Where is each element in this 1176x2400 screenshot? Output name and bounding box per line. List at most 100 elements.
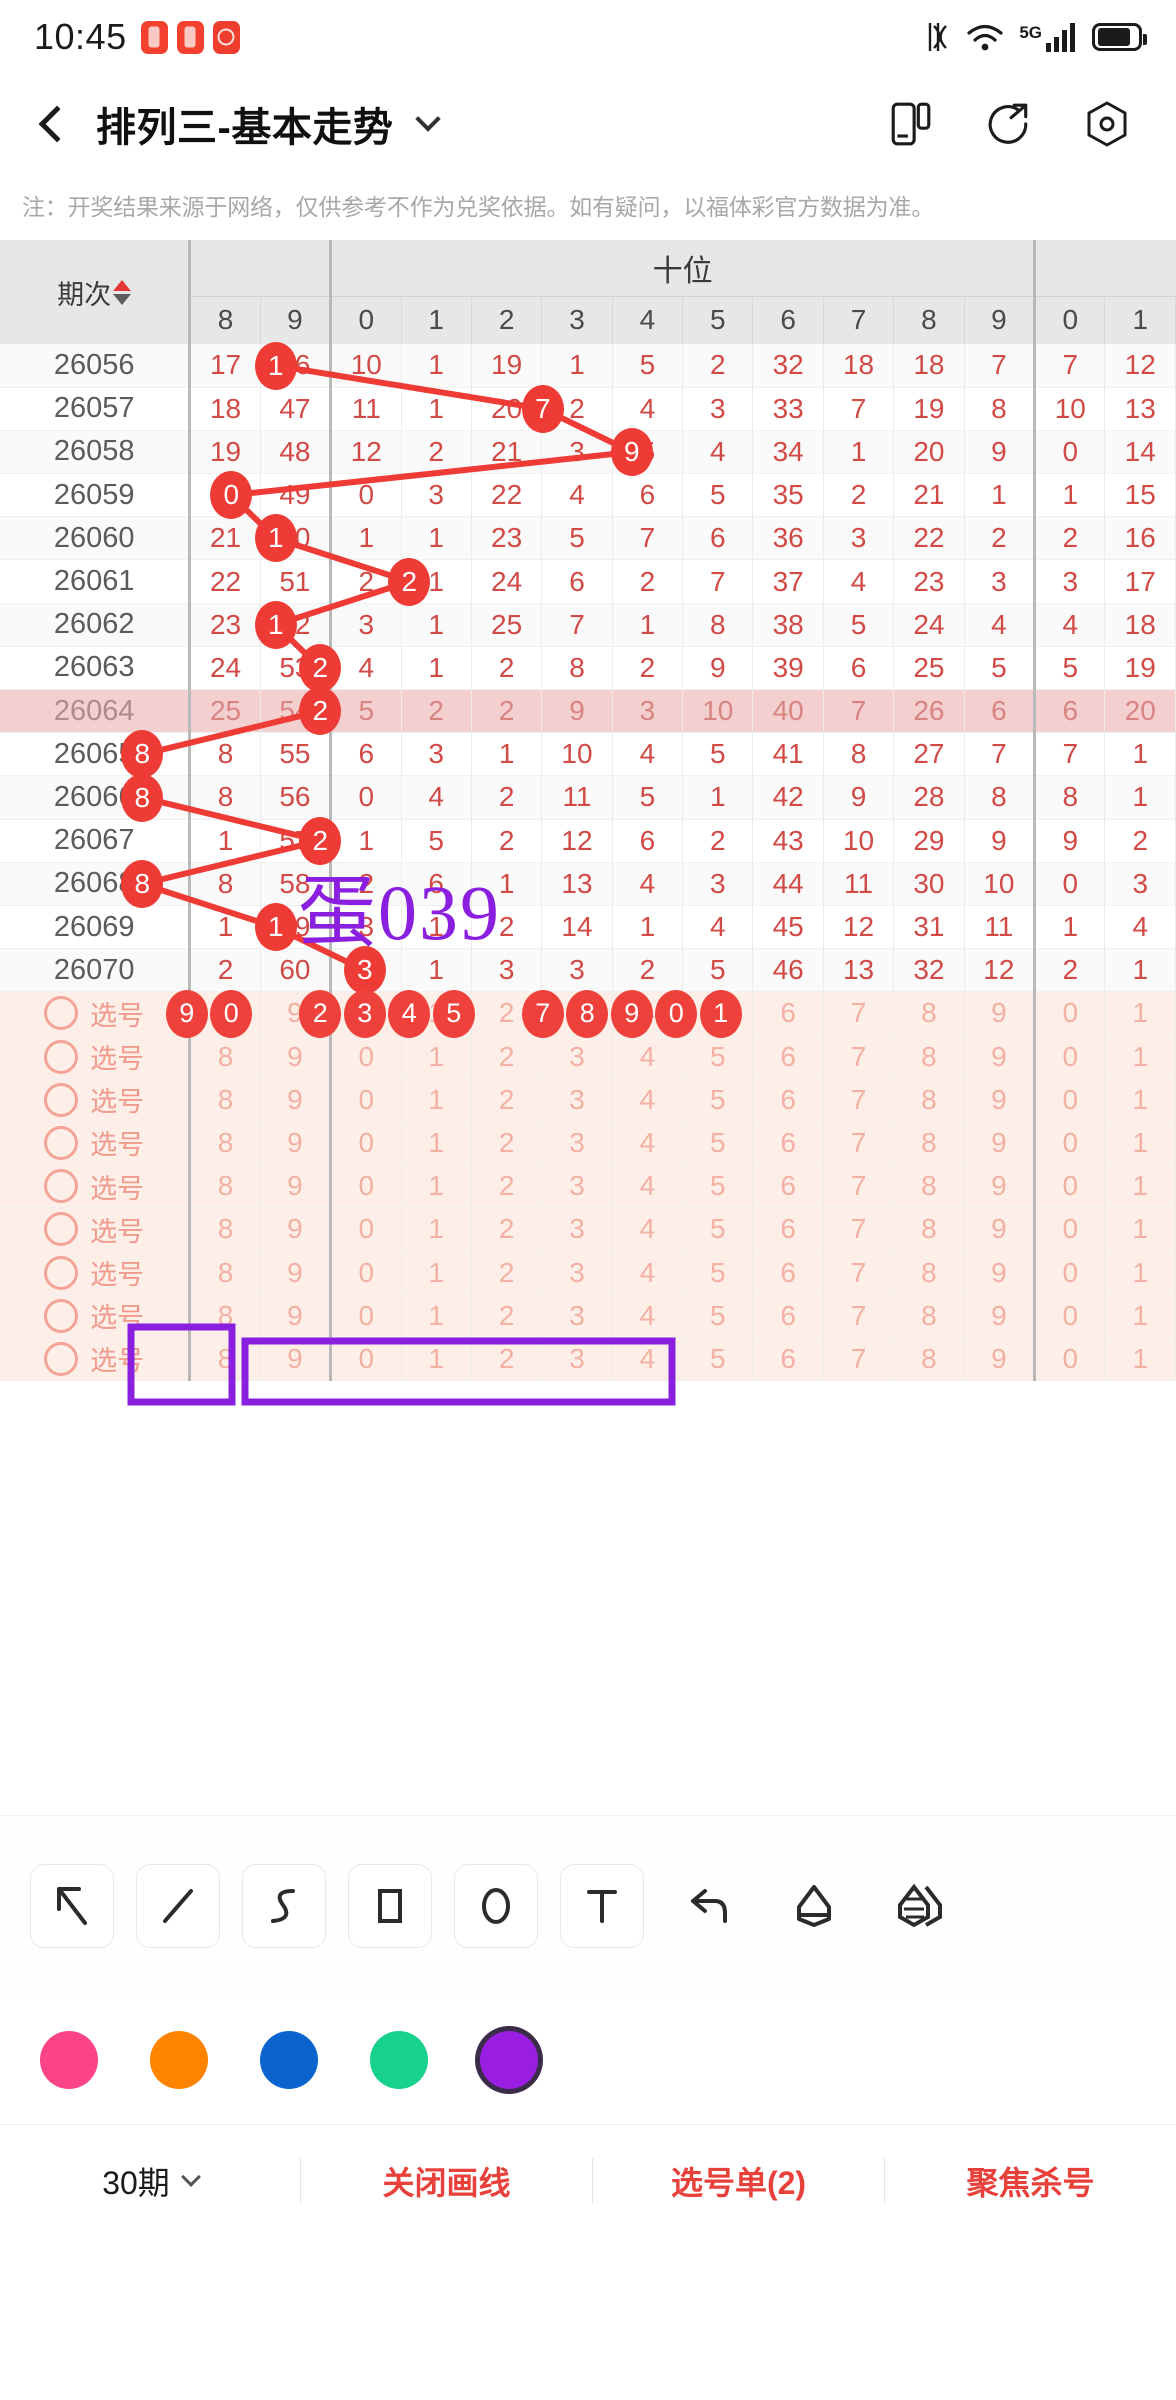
cell[interactable]: 51 [260, 559, 332, 604]
color-swatch-1[interactable] [150, 2030, 208, 2089]
cell[interactable]: 1 [823, 430, 895, 475]
selection-list-button[interactable]: 选号单(2) [592, 2158, 884, 2204]
pick-row-label[interactable]: 选号 [0, 1337, 192, 1382]
pick-cell[interactable]: 2 [471, 1121, 543, 1166]
cell[interactable]: 7 [1034, 344, 1106, 388]
pick-cell[interactable]: 0 [1034, 1250, 1106, 1295]
cell[interactable]: 23 [893, 559, 965, 604]
cell[interactable]: 8 [823, 732, 895, 777]
cell[interactable]: 1 [471, 732, 543, 777]
cell[interactable]: 5 [541, 516, 613, 561]
color-swatch-4[interactable] [480, 2030, 538, 2089]
selected-number-ball[interactable]: 9 [165, 989, 208, 1038]
cell[interactable]: 2 [471, 775, 543, 820]
pick-cell[interactable]: 5 [682, 1121, 754, 1166]
pick-cell[interactable]: 8 [188, 1164, 261, 1209]
cell[interactable]: 35 [752, 473, 824, 518]
cell[interactable]: 10 [541, 732, 613, 777]
cell[interactable]: 0 [329, 775, 402, 820]
cell[interactable]: 5 [682, 732, 754, 777]
cell[interactable]: 5 [964, 646, 1037, 691]
cell[interactable]: 5 [1034, 646, 1106, 691]
cell[interactable]: 3 [964, 559, 1037, 604]
column-header-1[interactable]: 9 [260, 296, 332, 344]
pick-cell[interactable]: 7 [823, 1207, 895, 1252]
cell[interactable]: 1 [682, 775, 754, 820]
pick-cell[interactable]: 1 [1104, 1035, 1176, 1079]
radio-circle-icon[interactable] [44, 1039, 79, 1074]
cell[interactable]: 4 [1104, 905, 1176, 950]
pick-cell[interactable]: 9 [260, 1121, 332, 1166]
pick-cell[interactable]: 8 [893, 1121, 965, 1166]
cell[interactable]: 24 [188, 646, 261, 691]
cell[interactable]: 25 [893, 646, 965, 691]
cell[interactable]: 9 [541, 689, 613, 734]
cell[interactable]: 3 [823, 516, 895, 561]
cell[interactable]: 8 [188, 775, 261, 820]
pick-row-label[interactable]: 选号 [0, 991, 192, 1036]
column-header-11[interactable]: 9 [964, 296, 1037, 344]
pick-cell[interactable]: 1 [1104, 1164, 1176, 1209]
cell[interactable]: 29 [893, 819, 965, 863]
selected-number-ball[interactable]: 5 [432, 989, 475, 1038]
pick-cell[interactable]: 6 [752, 1121, 824, 1166]
cell[interactable]: 1 [401, 387, 472, 431]
cell[interactable]: 7 [1034, 732, 1106, 777]
cell[interactable]: 18 [188, 387, 261, 431]
cell[interactable]: 2 [612, 559, 684, 604]
eraser-icon[interactable] [772, 1864, 856, 1948]
pick-cell[interactable]: 6 [752, 1078, 824, 1122]
pick-cell[interactable]: 2 [471, 1294, 543, 1338]
cell[interactable]: 24 [471, 559, 543, 604]
cell[interactable]: 3 [1034, 559, 1106, 604]
cell[interactable]: 2 [823, 473, 895, 518]
cell[interactable]: 13 [1104, 387, 1176, 431]
pick-cell[interactable]: 9 [260, 1207, 332, 1252]
cell[interactable]: 24 [893, 603, 965, 647]
cell[interactable]: 22 [188, 559, 261, 604]
pick-cell[interactable]: 8 [893, 1207, 965, 1252]
cell[interactable]: 14 [541, 905, 613, 950]
cell[interactable]: 11 [541, 775, 613, 820]
cell[interactable]: 22 [471, 473, 543, 518]
radio-circle-icon[interactable] [44, 1341, 79, 1376]
cell[interactable]: 4 [823, 559, 895, 604]
cell[interactable]: 20 [893, 430, 965, 475]
pick-cell[interactable]: 7 [823, 1121, 895, 1166]
pick-cell[interactable]: 5 [682, 1164, 754, 1209]
cell[interactable]: 2 [471, 646, 543, 691]
cell[interactable]: 3 [541, 430, 613, 475]
cell[interactable]: 10 [1034, 387, 1106, 431]
cell[interactable]: 1 [1104, 732, 1176, 777]
cell[interactable]: 21 [893, 473, 965, 518]
pick-cell[interactable]: 2 [471, 1207, 543, 1252]
cell[interactable]: 19 [1104, 646, 1176, 691]
pick-cell[interactable]: 8 [188, 1078, 261, 1122]
color-palette[interactable] [0, 1995, 1176, 2125]
radio-circle-icon[interactable] [44, 1212, 79, 1247]
cell[interactable]: 21 [188, 516, 261, 561]
cell[interactable]: 16 [1104, 516, 1176, 561]
ellipse-icon[interactable] [454, 1863, 538, 1948]
pick-cell[interactable]: 4 [612, 1250, 684, 1295]
cell[interactable]: 5 [682, 948, 754, 993]
cell[interactable]: 10 [823, 819, 895, 863]
table-row[interactable]: 26066 8 56 0 4 2 11 5 1 42 9 28 8 8 1 [0, 775, 1176, 820]
text-icon[interactable] [560, 1863, 644, 1948]
cell[interactable]: 3 [401, 473, 472, 518]
pick-cell[interactable]: 4 [612, 1207, 684, 1252]
pick-cell[interactable]: 7 [823, 1250, 895, 1295]
pick-cell[interactable]: 0 [1034, 1035, 1106, 1079]
pick-cell[interactable]: 8 [188, 1035, 261, 1079]
radio-circle-icon[interactable] [44, 1169, 79, 1204]
radio-circle-icon[interactable] [44, 996, 79, 1031]
cell[interactable]: 8 [188, 862, 261, 906]
cursor-arrow-icon[interactable] [30, 1863, 114, 1948]
cell[interactable]: 14 [1104, 430, 1176, 475]
pick-cell[interactable]: 0 [1034, 1207, 1106, 1252]
cell[interactable]: 8 [541, 646, 613, 691]
pick-cell[interactable]: 6 [752, 1250, 824, 1295]
